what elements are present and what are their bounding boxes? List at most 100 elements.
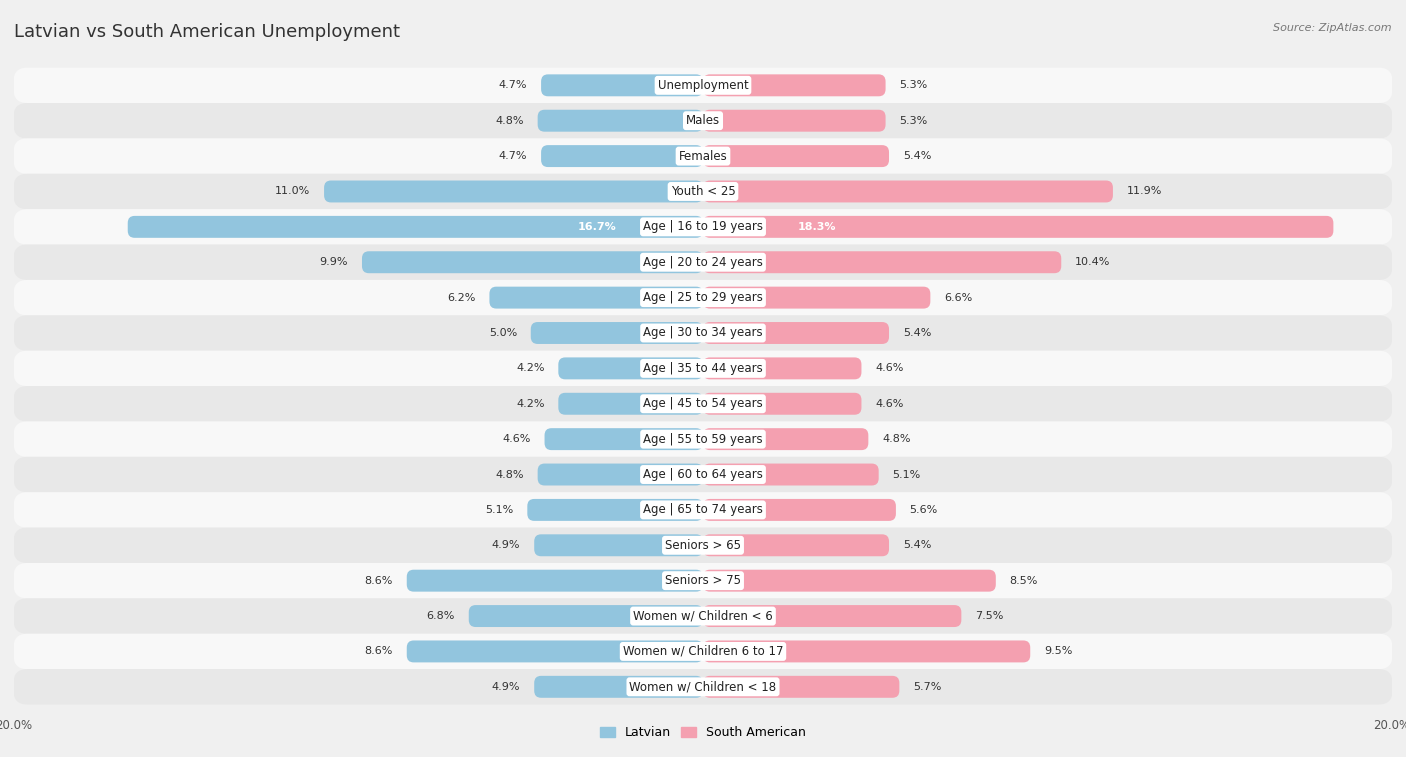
FancyBboxPatch shape (703, 640, 1031, 662)
FancyBboxPatch shape (14, 598, 1392, 634)
Text: Age | 65 to 74 years: Age | 65 to 74 years (643, 503, 763, 516)
FancyBboxPatch shape (537, 110, 703, 132)
FancyBboxPatch shape (703, 463, 879, 485)
Text: Age | 20 to 24 years: Age | 20 to 24 years (643, 256, 763, 269)
Text: Age | 45 to 54 years: Age | 45 to 54 years (643, 397, 763, 410)
Text: 11.0%: 11.0% (276, 186, 311, 197)
FancyBboxPatch shape (14, 67, 1392, 103)
FancyBboxPatch shape (703, 74, 886, 96)
Text: 18.3%: 18.3% (797, 222, 837, 232)
Text: 5.7%: 5.7% (912, 682, 942, 692)
FancyBboxPatch shape (406, 570, 703, 592)
Text: 4.9%: 4.9% (492, 540, 520, 550)
FancyBboxPatch shape (703, 570, 995, 592)
Text: Seniors > 65: Seniors > 65 (665, 539, 741, 552)
FancyBboxPatch shape (14, 563, 1392, 598)
FancyBboxPatch shape (703, 357, 862, 379)
FancyBboxPatch shape (323, 180, 703, 202)
Text: 9.9%: 9.9% (319, 257, 349, 267)
FancyBboxPatch shape (406, 640, 703, 662)
FancyBboxPatch shape (558, 393, 703, 415)
FancyBboxPatch shape (14, 492, 1392, 528)
Text: Source: ZipAtlas.com: Source: ZipAtlas.com (1274, 23, 1392, 33)
FancyBboxPatch shape (703, 251, 1062, 273)
FancyBboxPatch shape (14, 280, 1392, 316)
Legend: Latvian, South American: Latvian, South American (595, 721, 811, 744)
FancyBboxPatch shape (14, 139, 1392, 174)
Text: Age | 30 to 34 years: Age | 30 to 34 years (643, 326, 763, 339)
Text: 5.4%: 5.4% (903, 328, 931, 338)
Text: 8.6%: 8.6% (364, 575, 392, 586)
FancyBboxPatch shape (703, 605, 962, 627)
FancyBboxPatch shape (703, 216, 1333, 238)
FancyBboxPatch shape (703, 499, 896, 521)
Text: Women w/ Children < 6: Women w/ Children < 6 (633, 609, 773, 622)
Text: Males: Males (686, 114, 720, 127)
Text: 7.5%: 7.5% (976, 611, 1004, 621)
FancyBboxPatch shape (14, 174, 1392, 209)
FancyBboxPatch shape (14, 209, 1392, 245)
Text: 5.3%: 5.3% (900, 80, 928, 90)
Text: Age | 25 to 29 years: Age | 25 to 29 years (643, 291, 763, 304)
FancyBboxPatch shape (541, 74, 703, 96)
FancyBboxPatch shape (534, 534, 703, 556)
FancyBboxPatch shape (527, 499, 703, 521)
Text: Age | 55 to 59 years: Age | 55 to 59 years (643, 433, 763, 446)
FancyBboxPatch shape (703, 145, 889, 167)
Text: Age | 60 to 64 years: Age | 60 to 64 years (643, 468, 763, 481)
Text: Women w/ Children < 18: Women w/ Children < 18 (630, 681, 776, 693)
Text: 4.2%: 4.2% (516, 399, 544, 409)
FancyBboxPatch shape (558, 357, 703, 379)
Text: Latvian vs South American Unemployment: Latvian vs South American Unemployment (14, 23, 401, 41)
FancyBboxPatch shape (14, 386, 1392, 422)
Text: 5.1%: 5.1% (485, 505, 513, 515)
FancyBboxPatch shape (703, 534, 889, 556)
Text: 4.8%: 4.8% (882, 435, 911, 444)
Text: 4.6%: 4.6% (502, 435, 531, 444)
Text: 6.6%: 6.6% (945, 293, 973, 303)
FancyBboxPatch shape (14, 422, 1392, 456)
Text: 4.8%: 4.8% (495, 116, 524, 126)
Text: 5.6%: 5.6% (910, 505, 938, 515)
Text: Unemployment: Unemployment (658, 79, 748, 92)
Text: Age | 16 to 19 years: Age | 16 to 19 years (643, 220, 763, 233)
FancyBboxPatch shape (531, 322, 703, 344)
Text: 11.9%: 11.9% (1126, 186, 1163, 197)
Text: Females: Females (679, 150, 727, 163)
Text: 5.0%: 5.0% (489, 328, 517, 338)
FancyBboxPatch shape (703, 428, 869, 450)
FancyBboxPatch shape (703, 393, 862, 415)
FancyBboxPatch shape (703, 180, 1114, 202)
Text: 9.5%: 9.5% (1045, 646, 1073, 656)
Text: 4.8%: 4.8% (495, 469, 524, 479)
FancyBboxPatch shape (489, 287, 703, 309)
FancyBboxPatch shape (14, 245, 1392, 280)
Text: 10.4%: 10.4% (1076, 257, 1111, 267)
Text: Youth < 25: Youth < 25 (671, 185, 735, 198)
FancyBboxPatch shape (14, 316, 1392, 350)
FancyBboxPatch shape (703, 287, 931, 309)
Text: 8.6%: 8.6% (364, 646, 392, 656)
Text: 6.2%: 6.2% (447, 293, 475, 303)
Text: 16.7%: 16.7% (578, 222, 617, 232)
Text: Seniors > 75: Seniors > 75 (665, 574, 741, 587)
Text: 4.6%: 4.6% (875, 399, 904, 409)
Text: 4.2%: 4.2% (516, 363, 544, 373)
FancyBboxPatch shape (14, 634, 1392, 669)
Text: 5.3%: 5.3% (900, 116, 928, 126)
FancyBboxPatch shape (537, 463, 703, 485)
FancyBboxPatch shape (361, 251, 703, 273)
FancyBboxPatch shape (703, 322, 889, 344)
FancyBboxPatch shape (544, 428, 703, 450)
FancyBboxPatch shape (14, 456, 1392, 492)
Text: 4.9%: 4.9% (492, 682, 520, 692)
Text: 4.6%: 4.6% (875, 363, 904, 373)
FancyBboxPatch shape (468, 605, 703, 627)
Text: 4.7%: 4.7% (499, 151, 527, 161)
FancyBboxPatch shape (703, 110, 886, 132)
Text: 5.4%: 5.4% (903, 151, 931, 161)
FancyBboxPatch shape (534, 676, 703, 698)
Text: 8.5%: 8.5% (1010, 575, 1038, 586)
Text: Age | 35 to 44 years: Age | 35 to 44 years (643, 362, 763, 375)
FancyBboxPatch shape (703, 676, 900, 698)
